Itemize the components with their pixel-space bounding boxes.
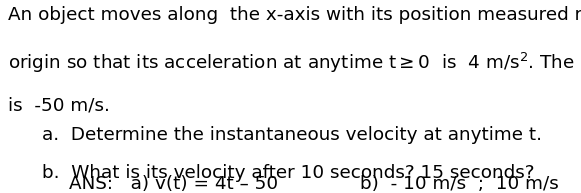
Text: b.  What is its velocity after 10 seconds? 15 seconds?: b. What is its velocity after 10 seconds…: [42, 164, 535, 182]
Text: is  -50 m/s.: is -50 m/s.: [8, 96, 109, 114]
Text: origin so that its acceleration at anytime t$\geq$0  is  4 m/s$^{2}$. The initia: origin so that its acceleration at anyti…: [8, 51, 581, 75]
Text: ANS:   a) v(t) = 4t – 50: ANS: a) v(t) = 4t – 50: [69, 175, 278, 193]
Text: b)  - 10 m/s  ;  10 m/s: b) - 10 m/s ; 10 m/s: [360, 175, 559, 193]
Text: An object moves along  the x-axis with its position measured relative to the: An object moves along the x-axis with it…: [8, 6, 581, 24]
Text: a.  Determine the instantaneous velocity at anytime t.: a. Determine the instantaneous velocity …: [42, 126, 543, 144]
